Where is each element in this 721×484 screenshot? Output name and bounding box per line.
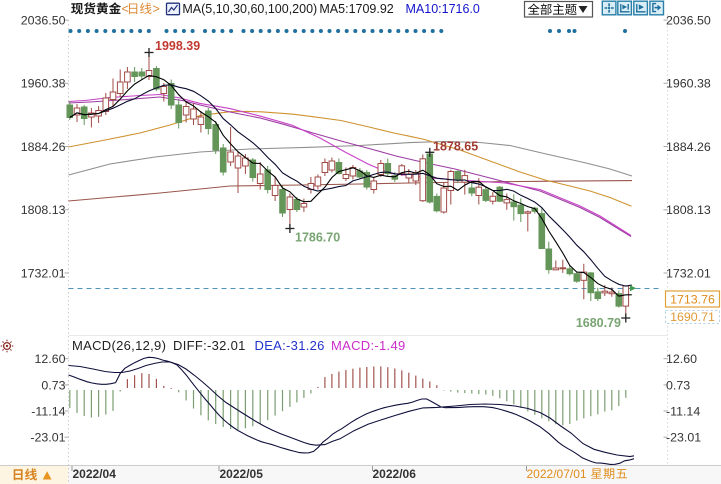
svg-text:2036.50: 2036.50	[21, 14, 66, 28]
svg-text:0.73: 0.73	[666, 378, 690, 392]
svg-text:MA5:1709.92: MA5:1709.92	[319, 2, 393, 16]
svg-text:1878.65: 1878.65	[433, 140, 478, 154]
svg-text:1884.26: 1884.26	[21, 140, 66, 154]
svg-text:MA10:1716.0: MA10:1716.0	[406, 2, 480, 16]
svg-text:1732.01: 1732.01	[21, 266, 66, 280]
svg-text:2022/05: 2022/05	[220, 467, 264, 481]
svg-text:1786.70: 1786.70	[295, 231, 340, 245]
svg-text:1960.38: 1960.38	[21, 77, 66, 91]
svg-text:-23.01: -23.01	[30, 431, 65, 445]
svg-text:0.73: 0.73	[41, 378, 65, 392]
svg-text:-23.01: -23.01	[666, 431, 701, 445]
svg-text:<: <	[122, 2, 129, 16]
svg-text:1713.76: 1713.76	[670, 293, 715, 307]
svg-text:-11.14: -11.14	[31, 404, 65, 418]
svg-text:DEA:-31.26: DEA:-31.26	[255, 338, 325, 353]
svg-text:1732.01: 1732.01	[666, 266, 711, 280]
svg-text:DIFF:-32.01: DIFF:-32.01	[173, 338, 246, 353]
svg-text:-11.14: -11.14	[666, 404, 700, 418]
svg-text:MA(5,10,30,60,100,200): MA(5,10,30,60,100,200)	[182, 2, 317, 16]
svg-text:2022/04: 2022/04	[73, 467, 117, 481]
svg-text:2036.50: 2036.50	[666, 14, 711, 28]
svg-text:1680.79: 1680.79	[576, 316, 621, 330]
svg-text:MACD:-1.49: MACD:-1.49	[331, 338, 406, 353]
svg-text:12.60: 12.60	[34, 352, 65, 366]
svg-text:>: >	[153, 2, 160, 16]
svg-text:2022/07/01: 2022/07/01	[527, 467, 587, 481]
svg-text:1960.38: 1960.38	[666, 77, 711, 91]
svg-text:1808.13: 1808.13	[666, 203, 711, 217]
svg-text:MACD(26,12,9): MACD(26,12,9)	[72, 338, 166, 353]
svg-text:1884.26: 1884.26	[666, 140, 711, 154]
svg-text:1998.39: 1998.39	[155, 39, 200, 53]
svg-text:1690.71: 1690.71	[670, 310, 715, 324]
svg-text:1808.13: 1808.13	[21, 203, 66, 217]
svg-text:2022/06: 2022/06	[373, 467, 417, 481]
svg-text:12.60: 12.60	[666, 352, 697, 366]
